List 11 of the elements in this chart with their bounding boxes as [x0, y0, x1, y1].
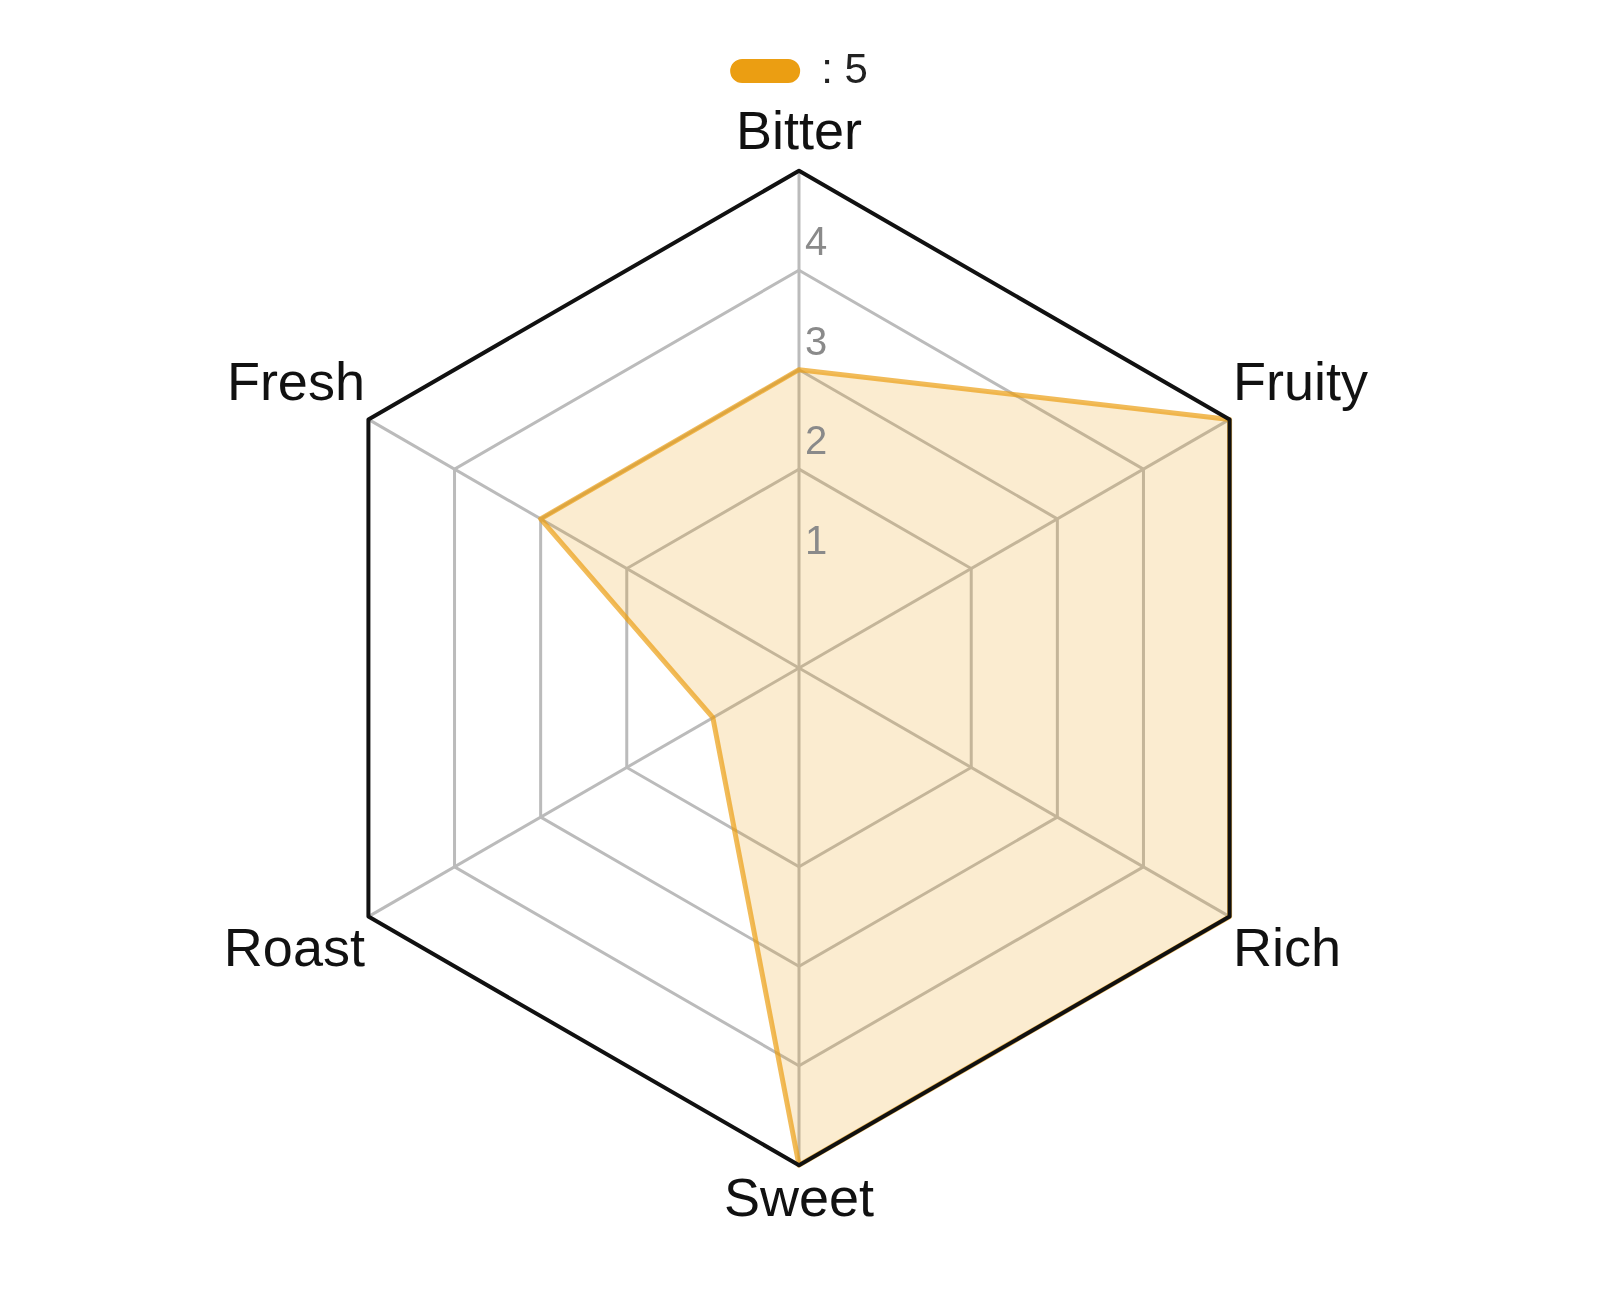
- y-tick-label: 1: [805, 517, 828, 562]
- spoke-label: Rich: [1233, 916, 1342, 977]
- spoke-label: Roast: [223, 916, 365, 977]
- spoke-label: Fresh: [226, 350, 365, 411]
- y-tick-label: 4: [805, 219, 828, 264]
- y-tick-label: 2: [805, 418, 828, 463]
- y-tick-label: 3: [805, 318, 828, 363]
- spoke-label: Sweet: [723, 1167, 875, 1228]
- legend-label: : 5: [821, 44, 868, 92]
- spoke-label: Bitter: [735, 100, 863, 161]
- spoke-label: Fruity: [1233, 350, 1369, 411]
